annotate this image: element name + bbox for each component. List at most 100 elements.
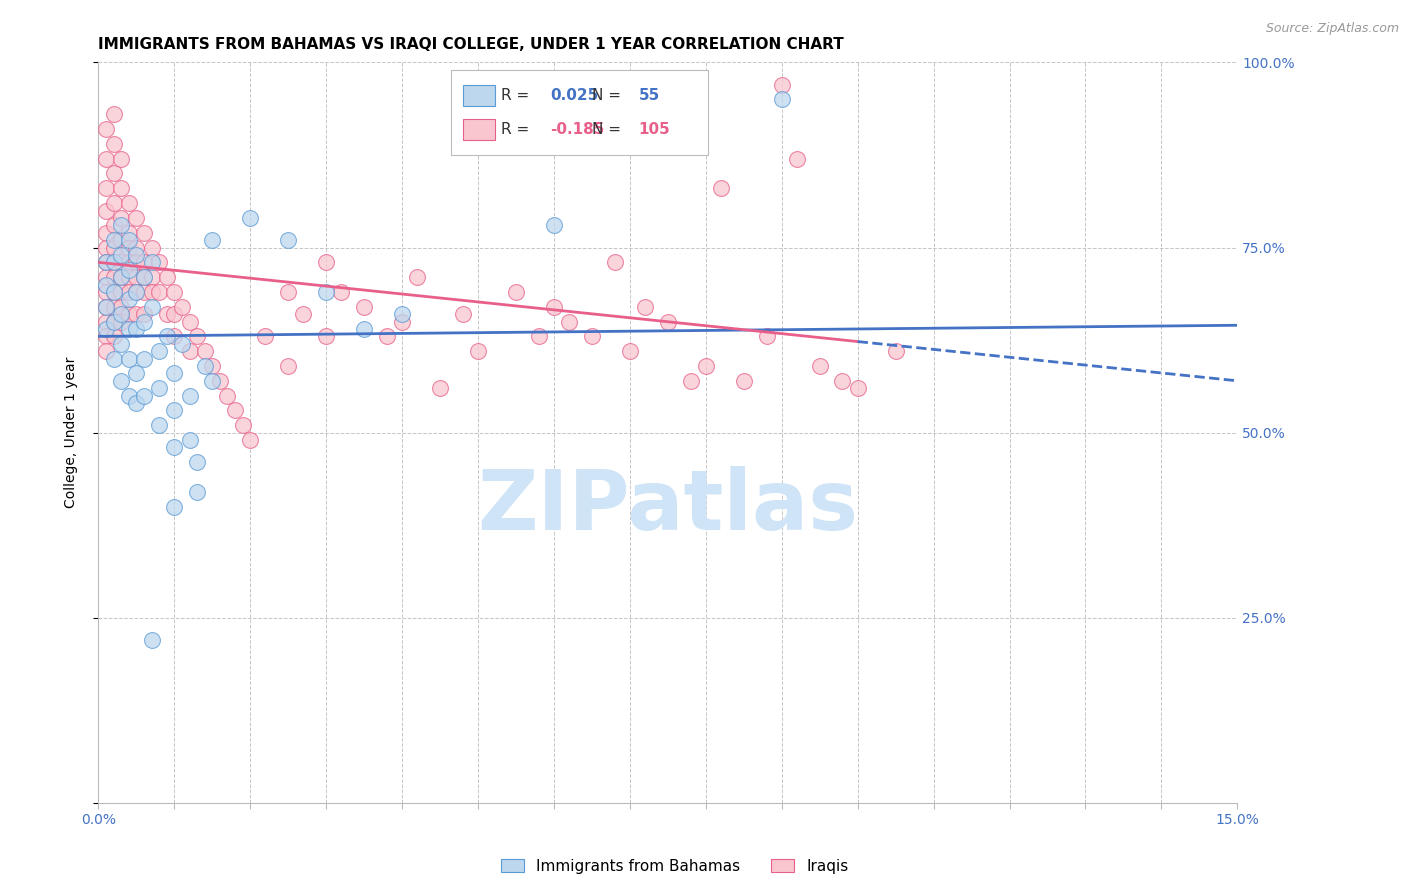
Point — [695, 359, 717, 373]
Point — [194, 344, 217, 359]
Point — [141, 632, 163, 647]
Point — [224, 403, 246, 417]
Point — [125, 367, 148, 381]
Point — [846, 381, 869, 395]
Point — [110, 219, 132, 233]
Point — [186, 329, 208, 343]
Point — [375, 329, 398, 343]
Point — [391, 314, 413, 328]
Text: N =: N = — [592, 122, 626, 137]
Point — [94, 322, 117, 336]
Text: R =: R = — [501, 87, 534, 103]
Point — [505, 285, 527, 299]
Point — [94, 285, 117, 299]
Point — [110, 233, 132, 247]
Point — [132, 388, 155, 402]
Point — [103, 240, 125, 255]
Point — [391, 307, 413, 321]
Point — [118, 307, 141, 321]
Point — [103, 219, 125, 233]
Point — [755, 329, 778, 343]
Point — [103, 255, 125, 269]
Point — [132, 285, 155, 299]
Point — [94, 255, 117, 269]
Point — [118, 293, 141, 307]
Point — [141, 255, 163, 269]
Point — [125, 396, 148, 410]
Point — [527, 329, 550, 343]
Point — [125, 248, 148, 262]
Point — [118, 233, 141, 247]
Point — [558, 314, 581, 328]
Point — [254, 329, 277, 343]
Point — [94, 314, 117, 328]
Text: N =: N = — [592, 87, 626, 103]
Point — [201, 359, 224, 373]
Point — [770, 78, 793, 92]
Point — [603, 255, 626, 269]
Point — [315, 255, 337, 269]
Point — [186, 455, 208, 469]
Point — [103, 255, 125, 269]
Point — [330, 285, 353, 299]
Point — [94, 181, 117, 195]
Point — [103, 285, 125, 299]
Point — [118, 196, 141, 211]
Point — [808, 359, 831, 373]
Text: Source: ZipAtlas.com: Source: ZipAtlas.com — [1265, 22, 1399, 36]
Point — [118, 351, 141, 366]
Point — [543, 300, 565, 314]
Point — [94, 203, 117, 218]
Point — [125, 285, 148, 299]
Point — [277, 359, 299, 373]
Point — [786, 152, 808, 166]
Y-axis label: College, Under 1 year: College, Under 1 year — [63, 357, 77, 508]
Point — [170, 300, 193, 314]
Point — [679, 374, 702, 388]
Point — [406, 270, 429, 285]
Point — [118, 322, 141, 336]
Text: 55: 55 — [638, 87, 659, 103]
FancyBboxPatch shape — [464, 85, 495, 106]
Point — [118, 255, 141, 269]
Point — [118, 262, 141, 277]
Point — [163, 329, 186, 343]
Point — [110, 255, 132, 269]
Text: -0.185: -0.185 — [550, 122, 605, 137]
Point — [110, 211, 132, 225]
Point — [239, 433, 262, 447]
Point — [277, 285, 299, 299]
Point — [467, 344, 489, 359]
Text: 105: 105 — [638, 122, 671, 137]
Point — [132, 307, 155, 321]
Text: R =: R = — [501, 122, 534, 137]
Point — [125, 211, 148, 225]
Point — [103, 196, 125, 211]
Point — [94, 240, 117, 255]
Point — [148, 418, 170, 433]
Point — [179, 433, 201, 447]
Point — [634, 300, 657, 314]
Point — [710, 181, 733, 195]
Point — [103, 136, 125, 151]
Point — [94, 152, 117, 166]
Point — [148, 381, 170, 395]
Point — [163, 500, 186, 514]
Point — [110, 374, 132, 388]
Point — [277, 233, 299, 247]
Point — [163, 307, 186, 321]
Point — [163, 367, 186, 381]
Point — [118, 285, 141, 299]
Point — [156, 307, 179, 321]
Point — [884, 344, 907, 359]
Point — [125, 322, 148, 336]
Point — [94, 255, 117, 269]
Point — [141, 240, 163, 255]
Point — [141, 270, 163, 285]
Point — [353, 300, 375, 314]
Point — [148, 344, 170, 359]
Point — [232, 418, 254, 433]
Point — [125, 307, 148, 321]
Point — [118, 226, 141, 240]
Point — [94, 300, 117, 314]
